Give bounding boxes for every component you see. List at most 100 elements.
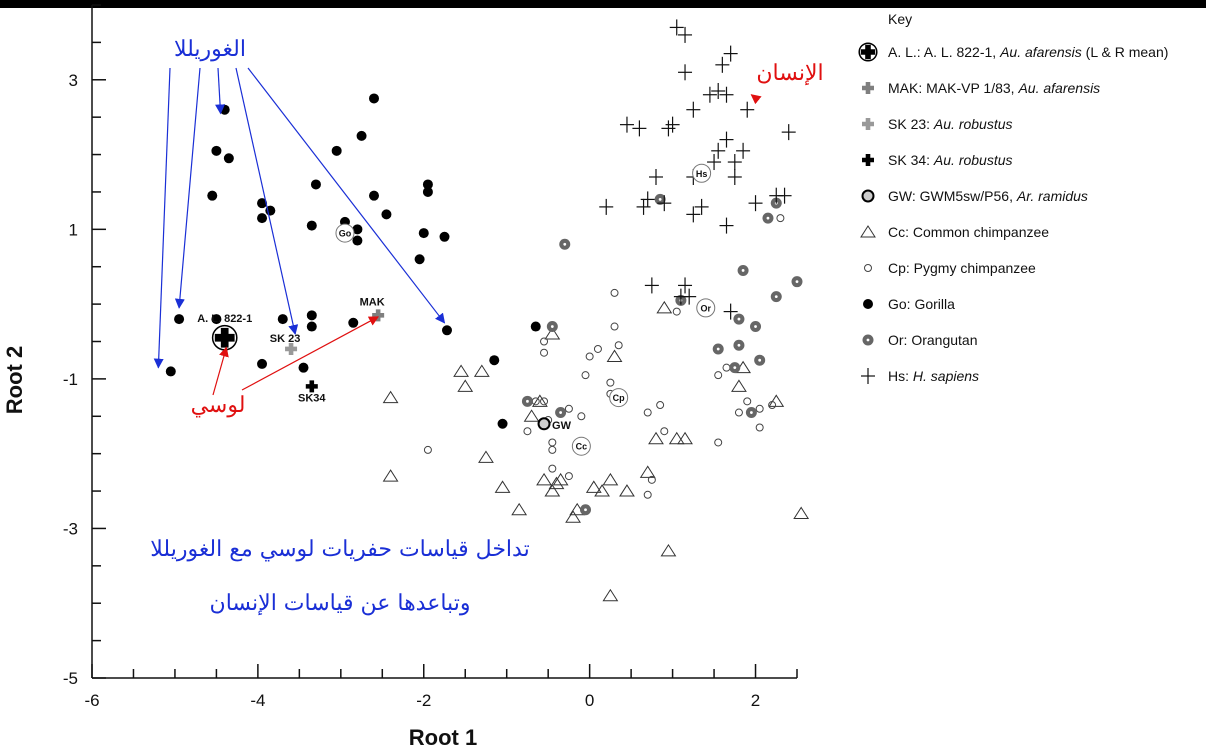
point-cp: [606, 378, 615, 387]
point-go: [277, 314, 288, 325]
point-or: [737, 264, 749, 276]
point-hs: [711, 82, 726, 99]
point-cp: [776, 214, 785, 223]
svg-text:GW: GW: [552, 420, 572, 432]
point-cc: [639, 465, 656, 478]
point-hs: [678, 64, 693, 81]
x-tick-label: -2: [416, 691, 431, 710]
gorilla-annotation: الغوريللا: [174, 37, 246, 62]
point-go: [352, 235, 363, 246]
legend-item-sk23: SK 23: Au. robustus: [862, 116, 1013, 132]
point-cp: [423, 445, 432, 454]
point-cp: [610, 322, 619, 331]
point-cp: [548, 438, 557, 447]
point-or: [733, 339, 745, 351]
point-cc: [457, 379, 474, 392]
x-tick-label: -4: [250, 691, 265, 710]
point-cc: [552, 472, 569, 486]
x-tick-label: 2: [751, 691, 760, 710]
point-cc: [473, 364, 490, 377]
point-go: [489, 355, 500, 366]
svg-text:Go: Go: [339, 229, 352, 239]
point-cp: [548, 445, 557, 454]
point-go: [174, 314, 185, 325]
point-cp: [540, 337, 549, 346]
point-hs: [678, 277, 693, 294]
point-cp: [722, 363, 731, 372]
point-hs: [719, 131, 734, 148]
point-hs: [781, 124, 796, 141]
point-cc: [523, 409, 540, 422]
svg-text:Hs: Hs: [696, 169, 708, 179]
gorilla-arrow: [247, 67, 446, 324]
specimen-al: A. L. 822-1: [197, 313, 252, 351]
point-go: [306, 321, 317, 332]
svg-text:MAK: MAK-VP 1/83, Au. afarensi: MAK: MAK-VP 1/83, Au. afarensis: [888, 80, 1100, 96]
gorilla-arrow: [215, 67, 226, 115]
point-cc: [478, 450, 494, 463]
point-hs: [740, 101, 755, 118]
point-go: [414, 254, 425, 265]
legend-item-cc: Cc: Common chimpanzee: [860, 224, 1049, 240]
point-cp: [768, 401, 777, 410]
point-or: [762, 212, 774, 224]
svg-text:MAK: MAK: [360, 296, 385, 308]
chart-paper: [0, 8, 1206, 749]
centroid-cp: Cp: [609, 388, 629, 408]
point-hs: [723, 45, 738, 62]
point-go: [369, 190, 379, 201]
legend-item-hs: Hs: H. sapiens: [861, 368, 979, 384]
point-cp: [656, 401, 665, 410]
y-tick-label: 1: [69, 220, 78, 239]
group-centroids: Go Hs Or Cp Cc: [335, 163, 716, 456]
point-go: [422, 179, 433, 190]
point-cc: [594, 484, 610, 497]
gorilla-arrow: [235, 67, 299, 335]
point-cc: [544, 484, 561, 497]
point-or: [770, 291, 782, 303]
specimen-gw: GW: [537, 417, 572, 432]
point-or: [791, 276, 803, 288]
point-cc: [548, 476, 565, 490]
legend-item-sk34: SK 34: Au. robustus: [862, 152, 1013, 168]
svg-text:Go: Gorilla: Go: Gorilla: [888, 296, 955, 312]
point-cc: [531, 394, 548, 407]
point-go: [530, 321, 541, 332]
point-cp: [714, 371, 723, 380]
point-go: [257, 198, 268, 209]
x-tick-label: -6: [84, 691, 99, 710]
point-cp: [643, 490, 652, 499]
point-cc: [606, 349, 623, 362]
point-cp: [523, 427, 532, 436]
legend-item-gw: GW: GWM5sw/P56, Ar. ramidus: [861, 188, 1088, 204]
y-tick-label: -3: [63, 519, 78, 538]
point-cp: [577, 412, 586, 421]
point-or: [546, 321, 558, 333]
point-cp: [585, 352, 594, 361]
point-go: [369, 93, 379, 104]
specimen-mak: MAK: [360, 296, 385, 322]
point-or: [555, 407, 567, 419]
y-axis-title: Root 2: [2, 346, 27, 414]
point-or: [729, 362, 741, 374]
point-hs: [727, 168, 742, 185]
point-hs: [632, 120, 647, 137]
point-go: [381, 209, 392, 220]
point-cp: [610, 288, 619, 297]
point-hs: [702, 86, 717, 103]
point-cc: [793, 506, 810, 519]
point-cp: [614, 341, 623, 350]
centroid-or: Or: [696, 298, 716, 318]
point-go: [211, 145, 222, 156]
point-cc: [768, 394, 785, 407]
point-go: [207, 190, 218, 201]
point-cp: [548, 464, 557, 473]
gorilla-arrow: [174, 67, 201, 309]
point-go: [306, 220, 317, 231]
human-arrow: [750, 94, 762, 105]
human-annotation: الإنسان: [756, 61, 823, 86]
point-cc: [565, 510, 581, 523]
point-hs: [736, 142, 751, 159]
point-cp: [647, 475, 656, 484]
point-cc: [656, 300, 673, 314]
